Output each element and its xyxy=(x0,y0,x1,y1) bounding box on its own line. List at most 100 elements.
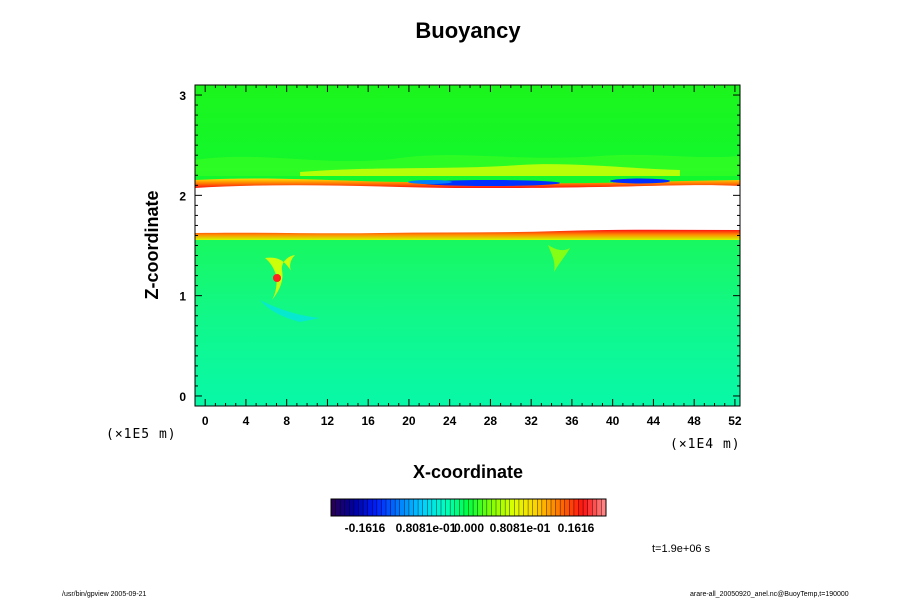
colorbar xyxy=(330,498,607,517)
colorbar-cell xyxy=(518,499,524,516)
colorbar-cell xyxy=(486,499,492,516)
colorbar-cell xyxy=(592,499,598,516)
colorbar-label: 0.8081e-01 xyxy=(490,521,551,535)
colorbar-cell xyxy=(537,499,543,516)
colorbar-cell xyxy=(468,499,474,516)
colorbar-cell xyxy=(454,499,460,516)
chart-title: Buoyancy xyxy=(415,18,521,43)
colorbar-cell xyxy=(523,499,529,516)
x-tick-label: 36 xyxy=(565,414,579,428)
x-tick-label: 40 xyxy=(606,414,620,428)
y-axis-title: Z-coordinate xyxy=(142,190,162,299)
colorbar-label: 0.000 xyxy=(454,521,484,535)
negative-core-1 xyxy=(420,180,560,186)
colorbar-cell xyxy=(587,499,593,516)
colorbar-cell xyxy=(473,499,479,516)
colorbar-cell xyxy=(381,499,387,516)
colorbar-cell xyxy=(436,499,442,516)
colorbar-cell xyxy=(404,499,410,516)
colorbar-cell xyxy=(445,499,451,516)
colorbar-frame xyxy=(330,498,607,517)
plume-core xyxy=(273,274,281,282)
lower-layer xyxy=(195,240,740,406)
colorbar-cell xyxy=(395,499,401,516)
y-tick-label: 3 xyxy=(179,89,186,103)
colorbar-cell xyxy=(482,499,488,516)
colorbar-label: -0.1616 xyxy=(345,521,386,535)
colorbar-cell xyxy=(335,499,341,516)
colorbar-cell xyxy=(386,499,392,516)
program-info: /usr/bin/gpview 2005-09-21 xyxy=(62,591,147,598)
colorbar-cell xyxy=(363,499,369,516)
y-tick-label: 2 xyxy=(179,189,186,203)
colorbar-cell xyxy=(358,499,364,516)
x-tick-label: 48 xyxy=(687,414,701,428)
heatmap-field xyxy=(195,85,740,406)
colorbar-cell xyxy=(367,499,373,516)
colorbar-cell xyxy=(500,499,506,516)
colorbar-label: 0.1616 xyxy=(558,521,595,535)
colorbar-label: 0.8081e-01 xyxy=(396,521,457,535)
colorbar-cell xyxy=(564,499,570,516)
colorbar-cell xyxy=(340,499,346,516)
colorbar-cell xyxy=(578,499,584,516)
colorbar-cell xyxy=(555,499,561,516)
x-tick-label: 44 xyxy=(647,414,661,428)
negative-core-3 xyxy=(408,180,452,184)
colorbar-cell xyxy=(349,499,355,516)
colorbar-cell xyxy=(372,499,378,516)
colorbar-cell xyxy=(514,499,520,516)
y-tick-label: 1 xyxy=(179,290,186,304)
colorbar-cell xyxy=(596,499,602,516)
colorbar-cell xyxy=(331,499,337,516)
x-tick-label: 52 xyxy=(728,414,742,428)
colorbar-labels: -0.1616 0.8081e-010.000 0.8081e-01 0.1616 xyxy=(345,521,595,535)
colorbar-cell xyxy=(463,499,469,516)
colorbar-cell xyxy=(413,499,419,516)
colorbar-cell xyxy=(546,499,552,516)
x-unit-label: (×1E4 m) xyxy=(670,437,741,452)
colorbar-cell xyxy=(569,499,575,516)
x-tick-label: 12 xyxy=(321,414,335,428)
colorbar-cell xyxy=(399,499,405,516)
colorbar-cell xyxy=(427,499,433,516)
colorbar-cell xyxy=(560,499,566,516)
x-tick-label: 28 xyxy=(484,414,498,428)
x-axis-title: X-coordinate xyxy=(413,462,523,482)
source-info: arare-all_20050920_anel.nc@BuoyTemp,t=19… xyxy=(690,591,849,598)
x-tick-label: 20 xyxy=(402,414,416,428)
colorbar-cell xyxy=(376,499,382,516)
colorbar-cell xyxy=(441,499,447,516)
colorbar-cell xyxy=(422,499,428,516)
y-unit-label: (×1E5 m) xyxy=(106,427,177,442)
colorbar-cell xyxy=(477,499,483,516)
y-axis: 0 1 2 3 xyxy=(179,84,740,407)
colorbar-cell xyxy=(408,499,414,516)
x-tick-label: 0 xyxy=(202,414,209,428)
colorbar-cell xyxy=(459,499,465,516)
colorbar-cell xyxy=(491,499,497,516)
cold-region xyxy=(260,300,320,322)
colorbar-cell xyxy=(551,499,557,516)
x-tick-label: 32 xyxy=(524,414,538,428)
time-label: t=1.9e+06 s xyxy=(652,543,711,555)
colorbar-cell xyxy=(505,499,511,516)
upper-yellow-band xyxy=(300,164,680,176)
gap-region xyxy=(195,185,740,234)
plume-right xyxy=(548,245,570,272)
x-axis: 0 4 8 12 16 20 24 28 32 36 40 44 48 52 xyxy=(194,85,742,428)
colorbar-cell xyxy=(450,499,456,516)
colorbar-cell xyxy=(418,499,424,516)
colorbar-cell xyxy=(344,499,350,516)
colorbar-cell xyxy=(583,499,589,516)
y-tick-label: 0 xyxy=(179,390,186,404)
colorbar-cell xyxy=(496,499,502,516)
colorbar-cell xyxy=(390,499,396,516)
colorbar-cell xyxy=(573,499,579,516)
lower-interface xyxy=(195,229,740,240)
colorbar-cell xyxy=(353,499,359,516)
colorbar-cell xyxy=(431,499,437,516)
x-tick-label: 24 xyxy=(443,414,457,428)
colorbar-cell xyxy=(541,499,547,516)
